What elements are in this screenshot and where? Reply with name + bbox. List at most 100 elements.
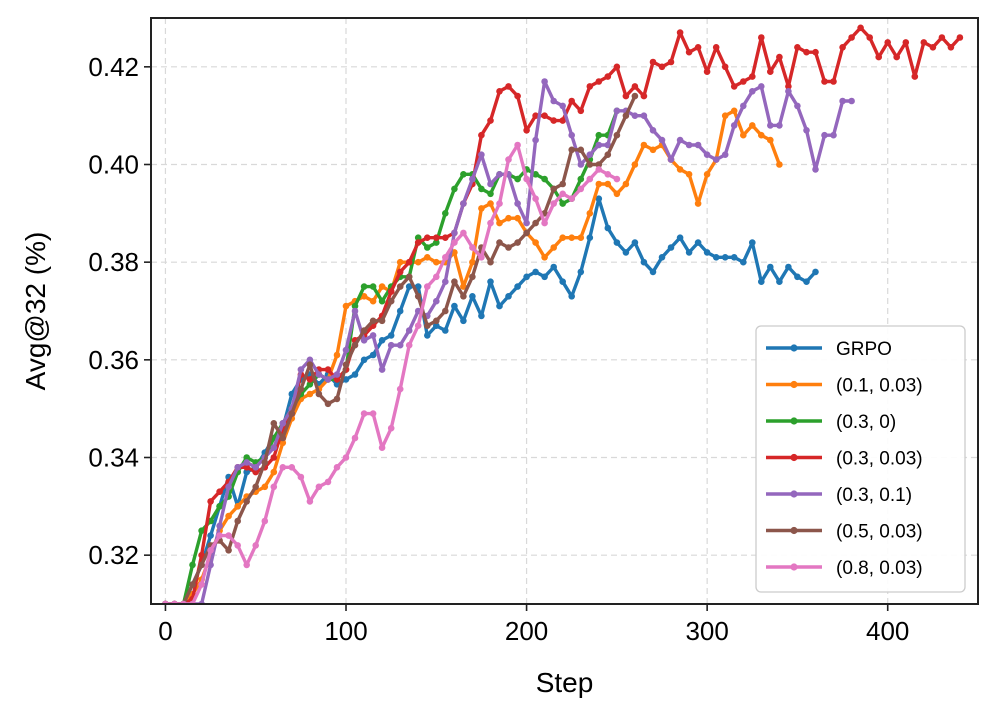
data-point [559,278,566,286]
data-point [306,381,314,388]
data-point [613,107,621,115]
data-point [532,239,539,246]
data-point [523,229,530,237]
data-point [703,151,711,158]
data-point [360,327,368,334]
data-point [315,390,323,398]
data-point [631,112,639,119]
series-0 [162,195,819,604]
data-point [351,341,359,349]
data-point [460,293,467,300]
data-point [550,117,557,124]
data-point [730,107,738,115]
data-point [830,131,837,139]
data-point [749,88,756,95]
data-point [433,234,440,241]
data-point [306,356,314,364]
data-point [514,239,521,246]
data-point [658,136,666,144]
data-point [532,219,539,227]
data-point [297,385,305,393]
data-point [414,234,422,241]
data-point [342,454,350,461]
data-point [469,175,476,183]
data-point [469,258,476,266]
data-point [568,293,575,300]
data-point [469,293,476,300]
y-tick-label: 0.36 [88,345,139,375]
data-point [216,488,223,496]
data-point [631,83,639,90]
data-point [424,283,431,290]
data-point [469,273,476,281]
data-point [649,127,657,134]
data-point [360,293,368,300]
data-point [261,517,269,525]
legend-label: (0.8, 0.03) [836,558,923,579]
data-point [369,410,377,417]
data-point [767,122,774,129]
data-point [333,351,341,359]
data-point [487,180,494,188]
data-point [920,39,928,46]
data-point [487,258,494,266]
data-point [749,73,756,80]
data-point [378,444,386,452]
legend-swatch-marker [790,490,798,498]
data-point [424,332,431,339]
data-point [351,307,359,315]
data-point [622,92,630,100]
data-point [523,273,530,281]
data-point [676,29,684,36]
legend-label: (0.5, 0.03) [836,522,923,543]
data-point [703,171,711,178]
data-point [595,195,603,202]
data-point [234,464,241,471]
data-point [613,63,621,71]
data-point [324,478,332,486]
data-point [821,78,828,85]
data-point [803,127,810,134]
y-tick-label: 0.40 [88,150,139,180]
data-point [640,112,648,119]
legend-swatch-marker [790,453,798,462]
legend-item: GRPO [766,339,892,360]
data-point [776,53,783,61]
data-point [848,34,855,41]
data-point [721,112,729,119]
data-point [712,156,720,163]
data-point [514,200,521,207]
data-point [730,122,738,129]
data-point [857,24,864,32]
data-point [875,53,882,61]
data-point [604,141,612,149]
y-tick-label: 0.32 [88,540,139,570]
data-point [505,244,512,251]
data-point [866,34,873,41]
data-point [216,532,223,539]
data-point [451,185,458,193]
data-point [442,307,449,315]
legend: GRPO (0.1, 0.03) (0.3, 0) (0.3, 0.03) (0.3, … [755,325,966,593]
data-point [387,288,395,295]
data-point [758,131,765,139]
data-point [297,366,305,373]
data-point [568,234,575,241]
data-point [893,53,900,61]
series-2 [162,107,621,604]
data-point [577,107,585,115]
data-point [396,307,404,315]
data-point [595,180,603,188]
data-point [658,253,666,261]
data-point [478,185,485,193]
data-point [306,390,314,398]
data-point [198,527,205,534]
data-point [433,258,440,266]
data-point [396,258,404,266]
data-point [721,253,729,261]
data-point [947,44,955,51]
data-point [487,200,494,207]
data-point [532,136,539,144]
data-point [812,268,819,276]
